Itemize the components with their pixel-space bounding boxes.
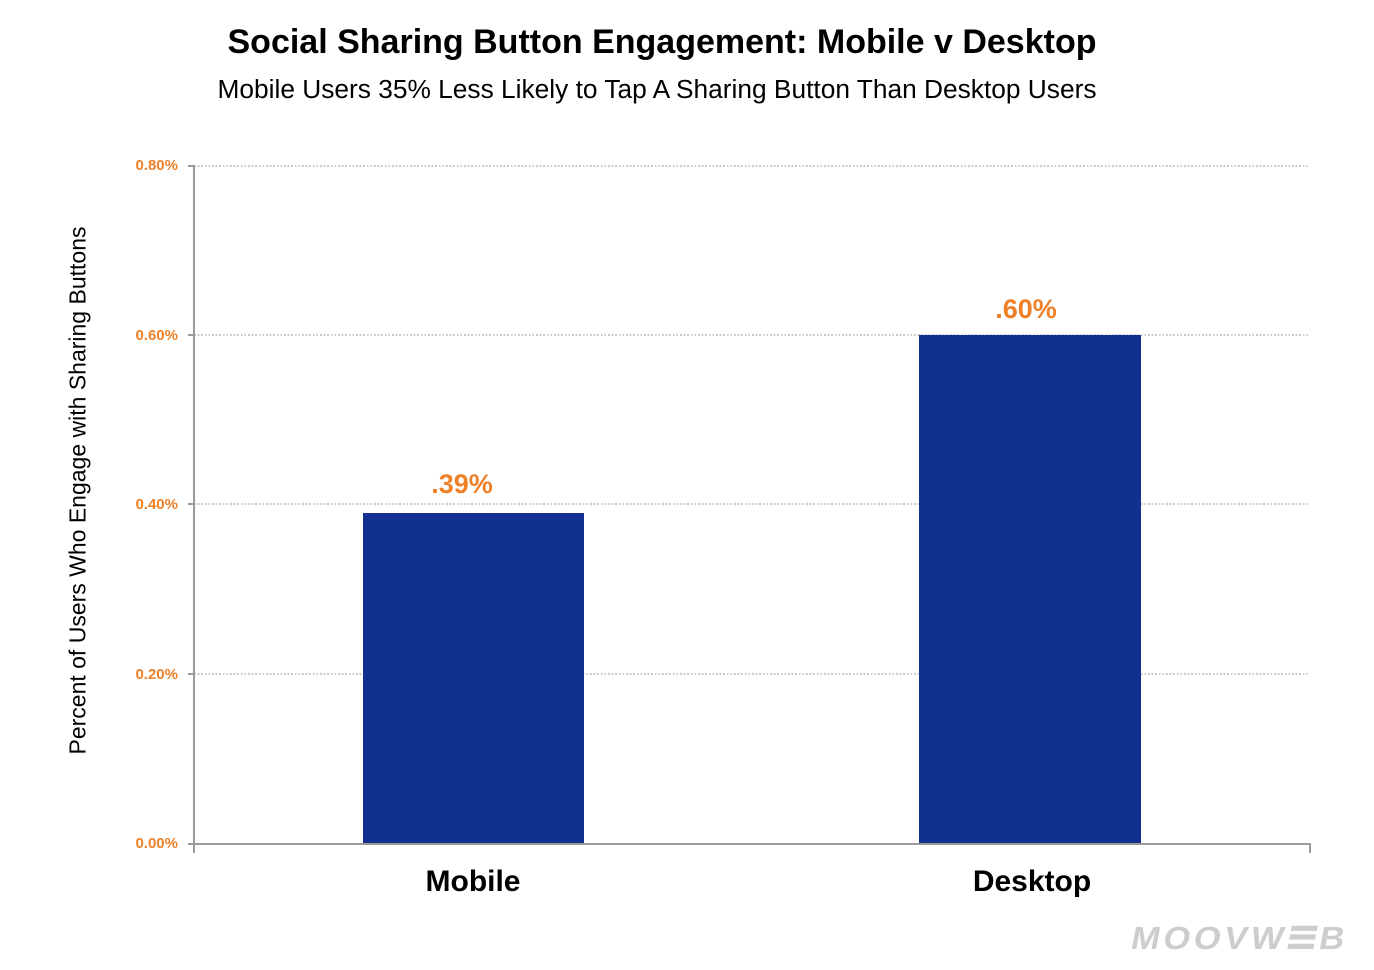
- svg-text:B: B: [1316, 921, 1348, 956]
- svg-text:MOOVW: MOOVW: [1128, 921, 1290, 956]
